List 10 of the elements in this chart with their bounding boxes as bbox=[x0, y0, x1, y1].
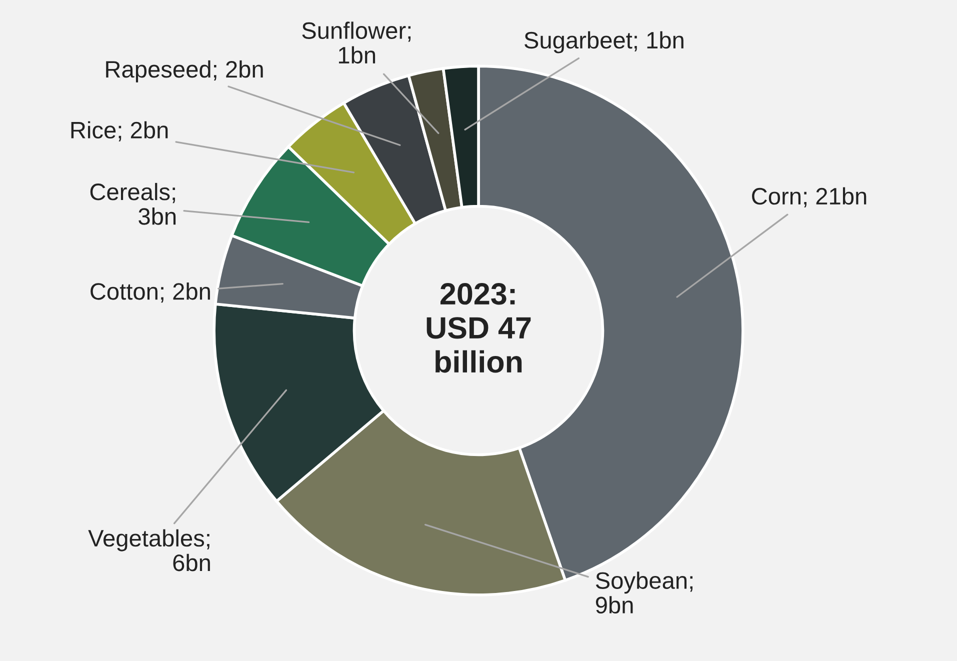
slice-label: Cereals; 3bn bbox=[90, 182, 176, 225]
slice-label: Rice; 2bn bbox=[71, 121, 168, 142]
slice-label: Cotton; 2bn bbox=[90, 282, 210, 303]
slice-label: Soybean; 9bn bbox=[596, 572, 692, 614]
slice-label: Rapeseed; 2bn bbox=[106, 60, 263, 82]
slice-label: Sugarbeet; 1bn bbox=[524, 31, 684, 54]
slice-label: Sunflower; 1bn bbox=[302, 22, 411, 64]
slice-label: Vegetables; 6bn bbox=[88, 529, 210, 572]
slice-label: Corn; 21bn bbox=[752, 187, 866, 208]
text: 2023: USD 47 billion bbox=[426, 283, 531, 373]
